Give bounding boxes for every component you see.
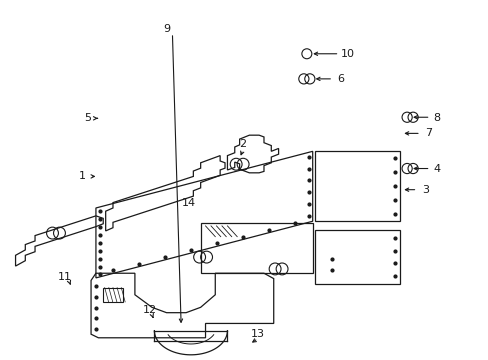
- Text: 10: 10: [340, 49, 354, 59]
- Text: 9: 9: [163, 24, 170, 34]
- Text: 14: 14: [181, 198, 195, 208]
- Text: 5: 5: [84, 113, 91, 123]
- Text: 1: 1: [79, 171, 86, 181]
- Text: 3: 3: [421, 185, 428, 195]
- Text: 8: 8: [432, 113, 440, 123]
- Text: 13: 13: [251, 329, 264, 339]
- Text: 2: 2: [239, 139, 246, 149]
- Text: 4: 4: [432, 163, 440, 174]
- Text: 12: 12: [142, 305, 156, 315]
- Text: 7: 7: [424, 129, 431, 138]
- Text: 6: 6: [337, 74, 344, 84]
- Text: 11: 11: [58, 272, 72, 282]
